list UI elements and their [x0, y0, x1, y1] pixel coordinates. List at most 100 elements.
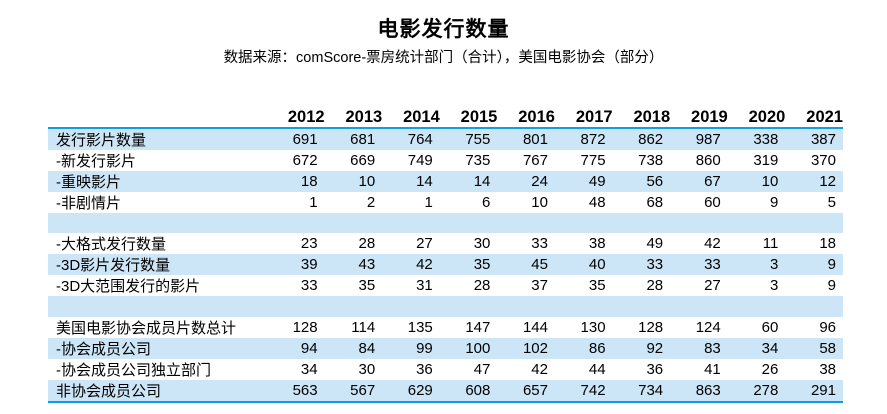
- value-cell: 801: [497, 128, 555, 150]
- value-cell: 56: [612, 171, 671, 192]
- value-cell: 36: [416, 360, 433, 378]
- value-cell: 9: [827, 277, 836, 295]
- value-cell: 10: [727, 171, 786, 192]
- value-cell: 60: [761, 318, 779, 336]
- table-row: -协会成员公司 94 84 99 100 102 86 92 83 34 58: [48, 337, 843, 359]
- value-cell: [497, 296, 555, 317]
- value-cell: 33: [612, 254, 671, 276]
- film-release-table: 2012 2013 2014 2015 2016 2017 2018 2019 2020 2021…: [48, 104, 843, 403]
- value-cell: [727, 296, 786, 317]
- value-cell: 764: [382, 128, 440, 150]
- value-cell: 1: [424, 194, 433, 211]
- value-cell: 738: [638, 152, 664, 169]
- value-cell: 669: [350, 152, 376, 169]
- value-cell: 9: [770, 194, 779, 211]
- value-cell: 30: [473, 235, 491, 253]
- value-cell: 862: [612, 128, 671, 150]
- value-cell: 102: [497, 337, 555, 359]
- row-label: [48, 213, 267, 234]
- value-cell: 35: [439, 254, 498, 276]
- value-cell: 41: [704, 360, 721, 378]
- value-cell: [382, 213, 440, 234]
- value-cell: 114: [351, 318, 376, 336]
- value-cell: 28: [473, 277, 491, 295]
- value-cell: 2: [366, 194, 376, 211]
- value-cell: 38: [588, 235, 606, 253]
- value-cell: 30: [358, 360, 376, 378]
- value-cell: 3: [727, 254, 786, 276]
- value-cell: 49: [554, 171, 613, 192]
- value-cell: 40: [554, 254, 613, 276]
- value-cell: 100: [439, 337, 498, 359]
- table-container: 2012 2013 2014 2015 2016 2017 2018 2019 2020 2021…: [48, 104, 843, 403]
- value-cell: 33: [531, 235, 548, 253]
- value-cell: [670, 296, 728, 317]
- value-cell: 37: [531, 277, 548, 295]
- value-cell: 370: [810, 152, 836, 169]
- table-row: -3D大范围发行的影片 33 35 31 28 37 35 28 27 3 9: [48, 275, 843, 296]
- value-cell: 14: [382, 171, 440, 192]
- value-cell: 34: [727, 337, 786, 359]
- year-column-header: 2014: [382, 104, 440, 129]
- value-cell: [785, 213, 843, 234]
- row-label: -协会成员公司: [48, 337, 267, 359]
- value-cell: 767: [522, 152, 548, 169]
- table-row: -非剧情片 1 2 1 6 10 48 68 60 9 5: [48, 192, 843, 213]
- value-cell: 18: [819, 235, 836, 253]
- year-column-header: 2018: [612, 104, 671, 129]
- row-label: 非协会成员公司: [48, 379, 267, 403]
- value-cell: 755: [439, 128, 498, 150]
- value-cell: 23: [300, 235, 318, 253]
- value-cell: 130: [580, 318, 606, 336]
- value-cell: [554, 296, 613, 317]
- value-cell: 387: [785, 128, 843, 150]
- page-title: 电影发行数量: [377, 18, 510, 41]
- value-cell: 12: [785, 171, 843, 192]
- table-row: -重映影片 18 10 14 14 24 49 56 67 10 12: [48, 171, 843, 192]
- value-cell: [382, 296, 440, 317]
- table-row: -3D影片发行数量 39 43 42 35 45 40 33 33 3 9: [48, 254, 843, 276]
- value-cell: 672: [292, 152, 318, 169]
- value-cell: 9: [785, 254, 843, 276]
- value-cell: 68: [646, 194, 664, 211]
- value-cell: [267, 213, 325, 234]
- label-column-header: [48, 104, 267, 129]
- row-label: -大格式发行数量: [56, 236, 166, 254]
- value-cell: 18: [267, 171, 325, 192]
- value-cell: 35: [588, 277, 606, 295]
- value-cell: 147: [465, 318, 491, 336]
- table-row: 发行影片数量 691 681 764 755 801 872 862 987 338 387: [48, 128, 843, 150]
- value-cell: 96: [819, 318, 836, 336]
- value-cell: 681: [324, 128, 383, 150]
- value-cell: 28: [646, 277, 664, 295]
- year-column-header: 2021: [785, 104, 843, 129]
- table-row: -大格式发行数量 23 28 27 30 33 38 49 42 11 18: [48, 233, 843, 254]
- value-cell: 144: [522, 318, 548, 336]
- value-cell: 291: [785, 379, 843, 403]
- value-cell: 42: [531, 360, 548, 378]
- value-cell: 45: [497, 254, 555, 276]
- value-cell: 10: [531, 194, 548, 211]
- value-cell: [612, 296, 671, 317]
- table-row: -新发行影片 672 669 749 735 767 775 738 860 319 370: [48, 150, 843, 171]
- year-column-header: 2013: [324, 104, 383, 129]
- table-row: 非协会成员公司 563 567 629 608 657 742 734 863 278 291: [48, 379, 843, 403]
- value-cell: 35: [358, 277, 376, 295]
- value-cell: 94: [267, 337, 325, 359]
- spacer-row: [48, 296, 843, 317]
- value-cell: 735: [465, 152, 491, 169]
- value-cell: 67: [670, 171, 728, 192]
- value-cell: 124: [695, 318, 721, 336]
- value-cell: 60: [704, 194, 721, 211]
- value-cell: 278: [727, 379, 786, 403]
- year-header-row: 2012 2013 2014 2015 2016 2017 2018 2019 2020 2021: [48, 104, 843, 129]
- value-cell: [554, 213, 613, 234]
- value-cell: 319: [753, 152, 779, 169]
- value-cell: 6: [482, 194, 491, 211]
- value-cell: 5: [827, 194, 836, 211]
- value-cell: [670, 213, 728, 234]
- year-column-header: 2016: [497, 104, 555, 129]
- row-label: [48, 296, 267, 317]
- table-row: -协会成员公司独立部门 34 30 36 47 42 44 36 41 26 38: [48, 359, 843, 380]
- value-cell: 742: [554, 379, 613, 403]
